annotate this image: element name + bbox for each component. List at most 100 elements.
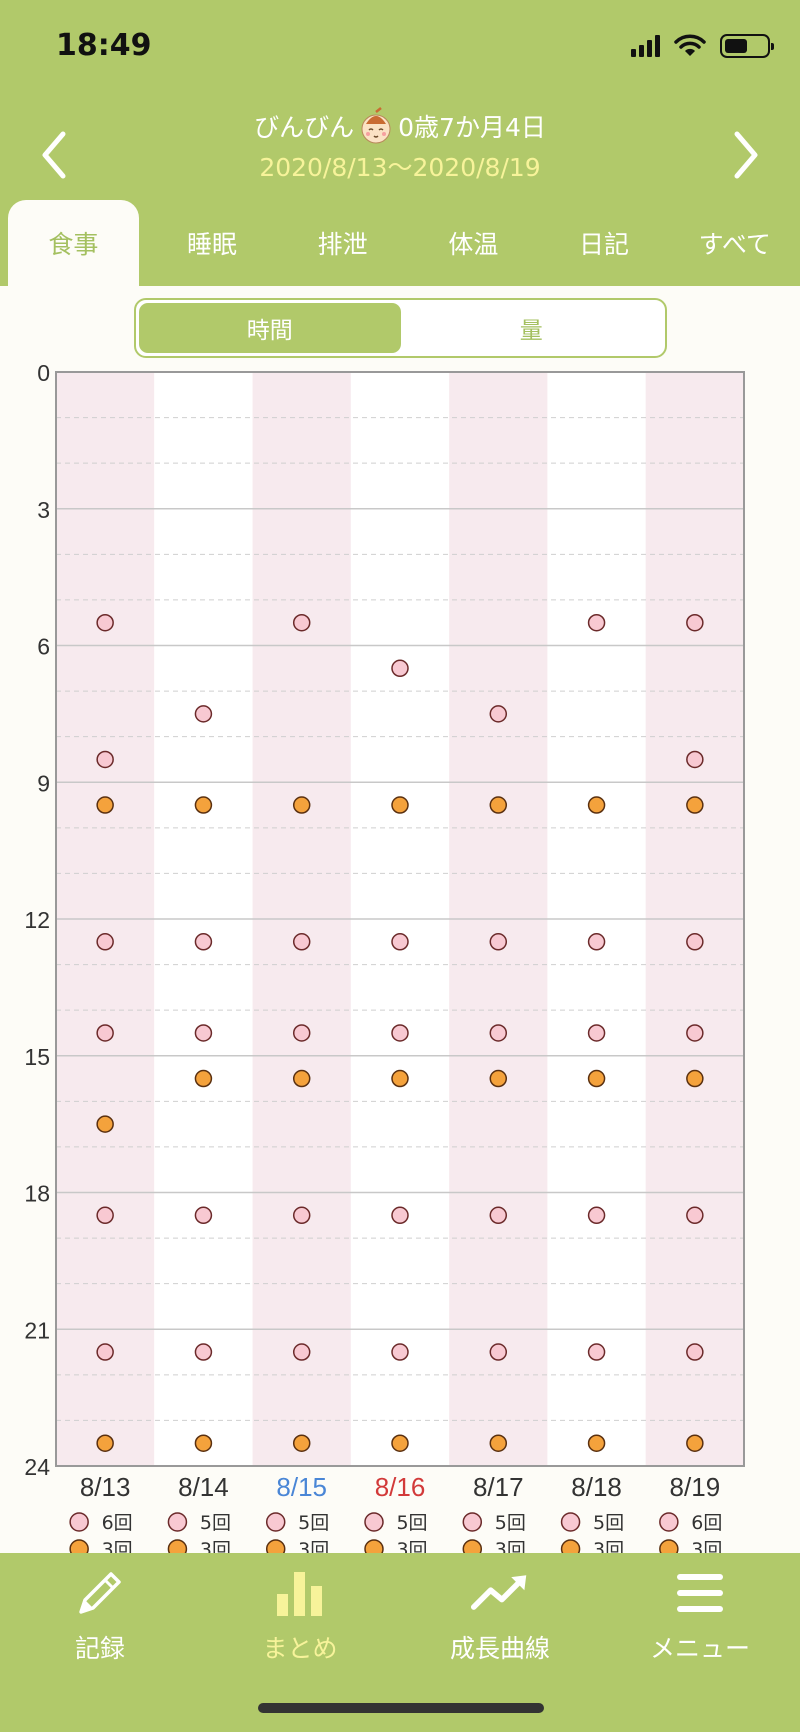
pink-count-label: 5回 bbox=[593, 1512, 624, 1534]
pink-meal-marker bbox=[391, 1343, 409, 1361]
nav-growth-curve[interactable]: 成長曲線 bbox=[400, 1553, 600, 1683]
legend-pink-circle bbox=[265, 1512, 286, 1532]
legend-orange-circle bbox=[560, 1539, 581, 1553]
nav-summary[interactable]: まとめ bbox=[200, 1553, 400, 1683]
x-date-label: 8/17 bbox=[473, 1472, 524, 1502]
chevron-right-icon bbox=[734, 131, 758, 179]
y-tick-label: 15 bbox=[24, 1044, 50, 1070]
pink-meal-marker bbox=[194, 705, 213, 723]
x-date-label: 8/13 bbox=[80, 1472, 131, 1502]
orange-meal-marker bbox=[194, 1069, 213, 1088]
menu-icon bbox=[677, 1574, 723, 1612]
pink-meal-marker bbox=[96, 750, 114, 769]
orange-meal-marker bbox=[587, 1434, 606, 1452]
orange-meal-marker bbox=[587, 1069, 606, 1088]
baby-age: 0歳7か月4日 bbox=[398, 113, 546, 142]
cellular-signal-icon bbox=[631, 35, 660, 57]
pink-meal-marker bbox=[686, 933, 704, 951]
category-tabs: 食事 睡眠 排泄 体温 日記 すべて bbox=[0, 200, 800, 286]
pink-meal-marker bbox=[686, 1343, 704, 1361]
pink-count-label: 6回 bbox=[691, 1512, 722, 1534]
view-mode-segment: 時間 量 bbox=[134, 298, 667, 358]
battery-icon bbox=[720, 34, 774, 58]
orange-meal-marker bbox=[391, 796, 409, 814]
legend-orange-circle bbox=[69, 1539, 89, 1553]
orange-meal-marker bbox=[489, 796, 508, 814]
orange-count-label: 3回 bbox=[200, 1539, 231, 1553]
orange-meal-marker bbox=[489, 1069, 508, 1088]
nav-summary-label: まとめ bbox=[262, 1634, 338, 1663]
legend-orange-circle bbox=[167, 1539, 188, 1553]
orange-count-label: 3回 bbox=[102, 1539, 133, 1553]
tab-diary[interactable]: 日記 bbox=[579, 230, 630, 259]
orange-meal-marker bbox=[686, 1434, 704, 1452]
baby-name: びんびん bbox=[254, 113, 355, 142]
orange-count-label: 3回 bbox=[593, 1539, 624, 1553]
legend-orange-circle bbox=[265, 1539, 286, 1553]
legend-pink-circle bbox=[560, 1512, 581, 1532]
orange-count-label: 3回 bbox=[396, 1539, 427, 1553]
nav-menu-label: メニュー bbox=[649, 1634, 750, 1663]
tab-excretion[interactable]: 排泄 bbox=[317, 230, 368, 259]
x-date-label: 8/16 bbox=[375, 1472, 426, 1502]
pink-meal-marker bbox=[194, 933, 213, 951]
nav-menu[interactable]: メニュー bbox=[600, 1553, 800, 1683]
pink-meal-marker bbox=[391, 1206, 409, 1225]
pink-meal-marker bbox=[292, 933, 311, 951]
tab-all[interactable]: すべて bbox=[698, 230, 771, 259]
tab-meal[interactable]: 食事 bbox=[8, 200, 139, 286]
y-tick-label: 18 bbox=[24, 1181, 50, 1207]
orange-count-label: 3回 bbox=[691, 1539, 722, 1553]
bottom-navigation: 記録 まとめ 成長曲線 メニュー bbox=[0, 1553, 800, 1732]
pink-meal-marker bbox=[489, 705, 508, 723]
bar-chart-icon bbox=[277, 1572, 322, 1616]
segment-time-button[interactable]: 時間 bbox=[139, 303, 401, 353]
pink-meal-marker bbox=[587, 613, 606, 632]
pink-meal-marker bbox=[587, 1024, 606, 1042]
orange-meal-marker bbox=[391, 1434, 409, 1452]
home-indicator bbox=[258, 1703, 544, 1713]
orange-meal-marker bbox=[489, 1434, 508, 1452]
orange-meal-marker bbox=[391, 1069, 409, 1088]
y-tick-label: 3 bbox=[37, 497, 50, 523]
baby-face-icon bbox=[361, 107, 391, 144]
next-week-button[interactable] bbox=[716, 120, 776, 190]
legend-orange-circle bbox=[659, 1539, 679, 1553]
orange-count-label: 3回 bbox=[298, 1539, 329, 1553]
pink-meal-marker bbox=[194, 1024, 213, 1042]
y-tick-label: 6 bbox=[37, 634, 50, 660]
chevron-left-icon bbox=[42, 131, 66, 179]
legend-pink-circle bbox=[69, 1512, 89, 1532]
pink-meal-marker bbox=[96, 1343, 114, 1361]
legend-pink-circle bbox=[364, 1512, 384, 1532]
legend-pink-circle bbox=[167, 1512, 188, 1532]
segment-amount-button[interactable]: 量 bbox=[519, 318, 543, 344]
pink-meal-marker bbox=[686, 1024, 704, 1042]
tab-sleep[interactable]: 睡眠 bbox=[187, 230, 238, 259]
orange-meal-marker bbox=[194, 1434, 213, 1452]
orange-meal-marker bbox=[292, 1069, 311, 1088]
x-date-label: 8/18 bbox=[571, 1472, 622, 1502]
previous-week-button[interactable] bbox=[24, 120, 84, 190]
pencil-icon bbox=[79, 1572, 121, 1614]
pink-meal-marker bbox=[686, 1206, 704, 1225]
pink-count-label: 5回 bbox=[298, 1512, 329, 1534]
pink-meal-marker bbox=[489, 1024, 508, 1042]
nav-growth-curve-label: 成長曲線 bbox=[449, 1634, 550, 1663]
pink-meal-marker bbox=[489, 1206, 508, 1225]
legend-pink-circle bbox=[462, 1512, 483, 1532]
tab-temperature[interactable]: 体温 bbox=[448, 230, 499, 259]
pink-meal-marker bbox=[96, 613, 114, 632]
orange-meal-marker bbox=[292, 1434, 311, 1452]
pink-meal-marker bbox=[96, 933, 114, 951]
trend-up-icon bbox=[470, 1575, 527, 1610]
pink-meal-marker bbox=[391, 659, 409, 678]
x-date-label: 8/15 bbox=[276, 1472, 327, 1502]
wifi-icon bbox=[674, 34, 706, 56]
pink-meal-marker bbox=[587, 1206, 606, 1225]
plot-frame bbox=[55, 371, 745, 1467]
x-date-label: 8/14 bbox=[178, 1472, 229, 1502]
orange-meal-marker bbox=[194, 796, 213, 814]
pink-meal-marker bbox=[587, 1343, 606, 1361]
nav-record[interactable]: 記録 bbox=[0, 1553, 200, 1683]
